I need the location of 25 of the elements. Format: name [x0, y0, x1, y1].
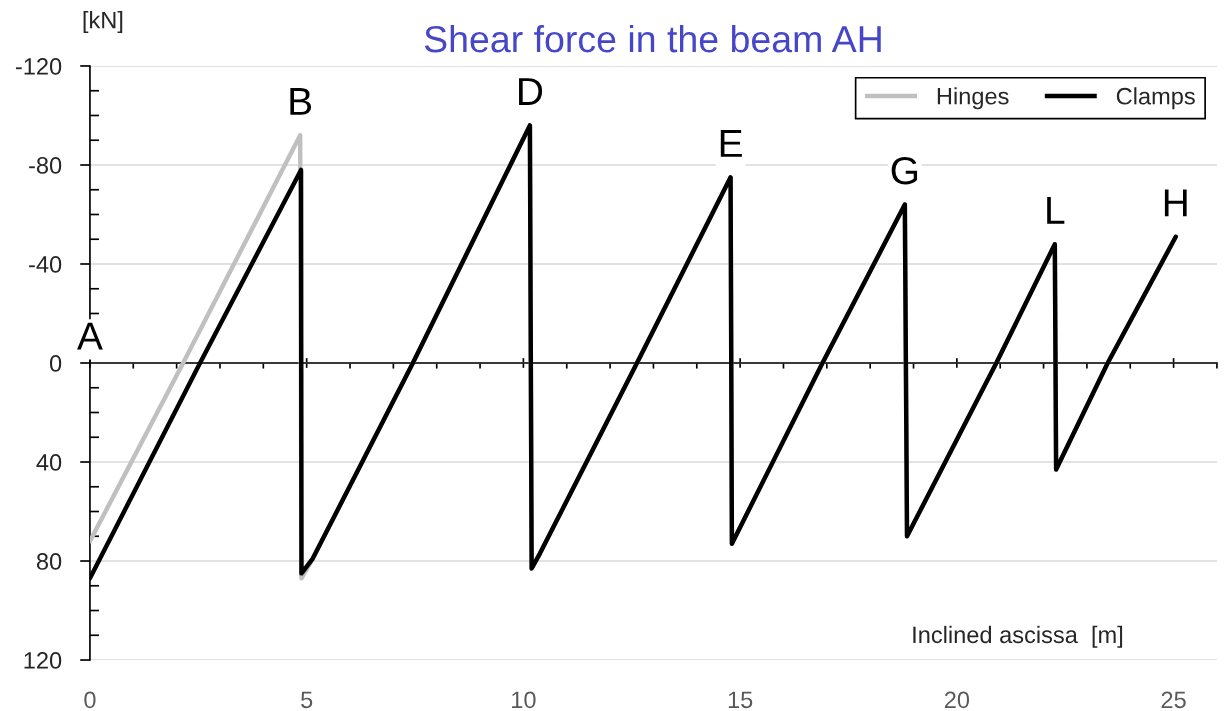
chart-title: Shear force in the beam AH: [424, 24, 881, 53]
x-tick-label: 20: [944, 691, 970, 709]
x-tick-label: 15: [728, 691, 753, 709]
annotation: H: [1164, 189, 1187, 217]
annotation: E: [720, 130, 742, 157]
y-tick-label: -120: [15, 58, 62, 75]
x-axis-title: Inclined ascissa [m]: [913, 625, 1123, 648]
y-tick-label: 80: [36, 553, 62, 570]
y-tick-label: -80: [29, 157, 62, 174]
x-tick-label: 5: [301, 691, 313, 709]
annotation: G: [891, 156, 918, 185]
x-tick-label: 0: [84, 691, 96, 709]
y-tick-label: 0: [49, 355, 62, 372]
legend-label: Hinges: [937, 87, 1009, 110]
annotation: L: [1047, 196, 1065, 224]
y-axis-title: [kN]: [83, 11, 123, 34]
y-tick-label: 40: [36, 454, 62, 471]
x-tick-label: 25: [1161, 691, 1186, 709]
y-tick-label: 120: [24, 652, 62, 669]
legend-label: Clamps: [1116, 87, 1195, 110]
annotation: A: [77, 322, 103, 350]
x-tick-label: 10: [512, 691, 536, 709]
annotation: B: [290, 88, 312, 115]
y-tick-label: -40: [29, 256, 62, 273]
annotation: D: [519, 78, 543, 105]
